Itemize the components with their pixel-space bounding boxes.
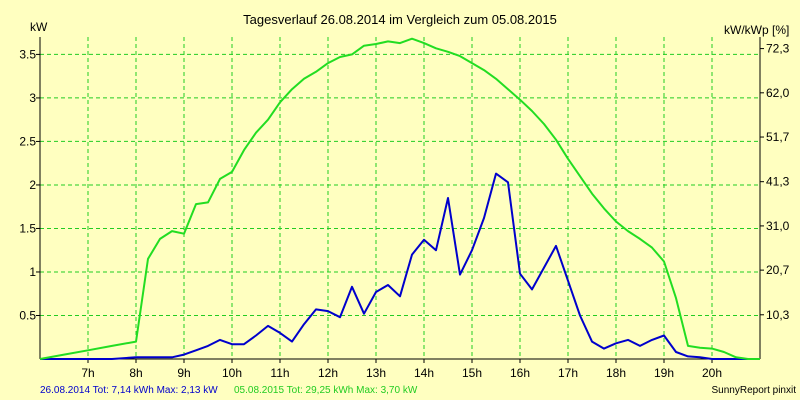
- x-tick-label: 9h: [177, 366, 190, 380]
- series-line-1: [40, 172, 760, 360]
- legend-series-1: 26.08.2014 Tot: 7,14 kWh Max: 2,13 kW: [40, 385, 218, 396]
- x-tick-label: 11h: [270, 366, 289, 380]
- y-tick-label: 0.5: [19, 308, 36, 322]
- x-tick-label: 18h: [606, 366, 626, 380]
- x-tick-label: 13h: [366, 366, 386, 380]
- legend-series-2: 05.08.2015 Tot: 29,25 kWh Max: 3,70 kW: [234, 385, 418, 396]
- series-lines: [39, 37, 760, 360]
- tick-labels: 7h 8h 9h 10h 11h 12h 13h 14h 15h 16h 17h 18h 19h 20h 0…: [19, 42, 789, 380]
- y-tick-label: 2: [29, 178, 36, 192]
- y-tick-label: 3: [29, 91, 36, 105]
- x-tick-label: 7h: [81, 366, 94, 380]
- y2-tick-label: 31,0: [766, 219, 790, 233]
- x-tick-label: 15h: [462, 366, 482, 380]
- x-tick-label: 12h: [318, 366, 338, 380]
- y2-axis-label: kW/kWp [%]: [724, 23, 789, 37]
- y-axis-label: kW: [30, 20, 48, 34]
- grid: [40, 37, 760, 359]
- y2-tick-label: 20,7: [766, 263, 790, 277]
- y-tick-label: 1: [29, 265, 36, 279]
- y2-tick-label: 62,0: [766, 86, 790, 100]
- chart-title: Tagesverlauf 26.08.2014 im Vergleich zum…: [243, 12, 557, 27]
- y2-tick-label: 10,3: [766, 308, 790, 322]
- x-tick-label: 14h: [414, 366, 434, 380]
- y2-tick-label: 51,7: [766, 130, 790, 144]
- credit-text: SunnyReport pinxit: [712, 385, 797, 396]
- x-tick-label: 16h: [510, 366, 530, 380]
- y-tick-label: 3.5: [19, 47, 36, 61]
- x-tick-label: 20h: [702, 366, 722, 380]
- y-tick-label: 1.5: [19, 221, 36, 235]
- x-tick-label: 19h: [654, 366, 674, 380]
- y2-tick-label: 72,3: [766, 42, 790, 56]
- x-tick-label: 17h: [558, 366, 578, 380]
- x-tick-label: 8h: [129, 366, 142, 380]
- x-tick-label: 10h: [222, 366, 242, 380]
- y2-tick-label: 41,3: [766, 175, 790, 189]
- series-line-2: [39, 37, 760, 360]
- axes: [36, 37, 764, 363]
- y-tick-label: 2.5: [19, 134, 36, 148]
